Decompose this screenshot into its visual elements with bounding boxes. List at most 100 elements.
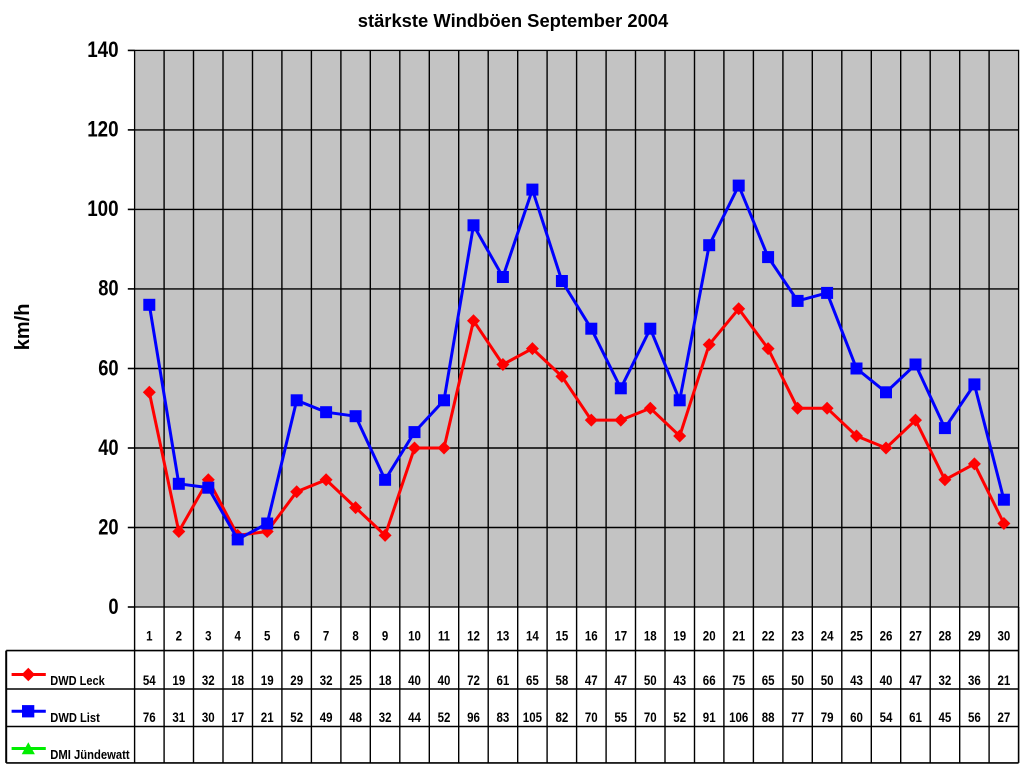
svg-text:47: 47 <box>614 672 627 688</box>
svg-text:65: 65 <box>526 672 539 688</box>
svg-text:DWD Leck: DWD Leck <box>50 673 105 688</box>
svg-text:20: 20 <box>98 514 118 539</box>
svg-text:55: 55 <box>614 709 627 725</box>
svg-text:66: 66 <box>703 672 716 688</box>
svg-text:58: 58 <box>556 672 569 688</box>
svg-text:19: 19 <box>172 672 185 688</box>
svg-text:80: 80 <box>98 276 118 301</box>
svg-text:70: 70 <box>644 709 657 725</box>
svg-text:32: 32 <box>320 672 333 688</box>
svg-text:29: 29 <box>290 672 303 688</box>
svg-text:22: 22 <box>762 628 775 644</box>
svg-text:12: 12 <box>467 628 480 644</box>
svg-text:60: 60 <box>850 709 863 725</box>
svg-text:20: 20 <box>703 628 716 644</box>
svg-text:50: 50 <box>791 672 804 688</box>
svg-text:3: 3 <box>205 628 212 644</box>
svg-text:40: 40 <box>880 672 893 688</box>
svg-text:76: 76 <box>143 709 156 725</box>
svg-text:61: 61 <box>497 672 510 688</box>
svg-text:1: 1 <box>146 628 153 644</box>
svg-text:9: 9 <box>382 628 389 644</box>
svg-text:24: 24 <box>821 628 834 644</box>
svg-text:88: 88 <box>762 709 775 725</box>
svg-text:15: 15 <box>556 628 569 644</box>
svg-text:52: 52 <box>290 709 303 725</box>
svg-text:47: 47 <box>585 672 598 688</box>
svg-text:11: 11 <box>438 628 450 644</box>
svg-text:30: 30 <box>998 628 1011 644</box>
svg-text:140: 140 <box>87 37 118 62</box>
svg-text:31: 31 <box>172 709 185 725</box>
svg-text:25: 25 <box>850 628 863 644</box>
svg-text:DMI Jündewatt: DMI Jündewatt <box>50 747 130 762</box>
svg-text:6: 6 <box>294 628 301 644</box>
svg-text:27: 27 <box>909 628 922 644</box>
svg-text:50: 50 <box>821 672 834 688</box>
svg-text:8: 8 <box>352 628 359 644</box>
svg-text:75: 75 <box>732 672 745 688</box>
svg-text:21: 21 <box>732 628 745 644</box>
svg-text:43: 43 <box>850 672 863 688</box>
svg-text:28: 28 <box>939 628 952 644</box>
svg-text:17: 17 <box>231 709 244 725</box>
svg-text:2: 2 <box>176 628 183 644</box>
svg-text:105: 105 <box>523 709 542 725</box>
svg-text:32: 32 <box>379 709 392 725</box>
svg-text:79: 79 <box>821 709 834 725</box>
svg-text:65: 65 <box>762 672 775 688</box>
svg-text:44: 44 <box>408 709 421 725</box>
svg-text:18: 18 <box>644 628 657 644</box>
svg-text:19: 19 <box>261 672 274 688</box>
svg-text:10: 10 <box>408 628 421 644</box>
svg-text:40: 40 <box>98 435 118 460</box>
svg-text:18: 18 <box>379 672 392 688</box>
svg-text:17: 17 <box>614 628 627 644</box>
svg-text:60: 60 <box>98 355 118 380</box>
svg-text:19: 19 <box>673 628 686 644</box>
svg-text:45: 45 <box>939 709 952 725</box>
svg-text:4: 4 <box>235 628 242 644</box>
svg-text:54: 54 <box>143 672 156 688</box>
svg-text:36: 36 <box>968 672 981 688</box>
svg-text:23: 23 <box>791 628 804 644</box>
svg-text:25: 25 <box>349 672 362 688</box>
svg-text:106: 106 <box>729 709 748 725</box>
svg-text:21: 21 <box>261 709 274 725</box>
svg-text:49: 49 <box>320 709 333 725</box>
svg-text:120: 120 <box>87 117 118 142</box>
svg-text:26: 26 <box>880 628 893 644</box>
svg-text:29: 29 <box>968 628 981 644</box>
svg-text:91: 91 <box>703 709 716 725</box>
svg-text:48: 48 <box>349 709 362 725</box>
svg-text:40: 40 <box>438 672 451 688</box>
svg-text:5: 5 <box>264 628 271 644</box>
svg-text:18: 18 <box>231 672 244 688</box>
svg-text:27: 27 <box>998 709 1011 725</box>
svg-text:43: 43 <box>673 672 686 688</box>
svg-text:82: 82 <box>556 709 569 725</box>
svg-text:32: 32 <box>202 672 215 688</box>
svg-text:54: 54 <box>880 709 893 725</box>
svg-text:50: 50 <box>644 672 657 688</box>
svg-text:stärkste Windböen September 20: stärkste Windböen September 2004 <box>358 10 669 31</box>
svg-text:32: 32 <box>939 672 952 688</box>
svg-text:72: 72 <box>467 672 480 688</box>
svg-text:21: 21 <box>998 672 1011 688</box>
svg-text:100: 100 <box>87 196 118 221</box>
svg-text:47: 47 <box>909 672 922 688</box>
svg-text:14: 14 <box>526 628 539 644</box>
svg-text:96: 96 <box>467 709 480 725</box>
svg-text:77: 77 <box>791 709 804 725</box>
svg-text:56: 56 <box>968 709 981 725</box>
svg-text:83: 83 <box>497 709 510 725</box>
svg-text:13: 13 <box>497 628 510 644</box>
svg-text:70: 70 <box>585 709 598 725</box>
svg-text:7: 7 <box>323 628 330 644</box>
svg-text:DWD List: DWD List <box>50 710 100 725</box>
svg-text:52: 52 <box>673 709 686 725</box>
svg-text:40: 40 <box>408 672 421 688</box>
svg-text:km/h: km/h <box>12 304 34 351</box>
svg-text:16: 16 <box>585 628 598 644</box>
svg-text:0: 0 <box>108 594 118 619</box>
